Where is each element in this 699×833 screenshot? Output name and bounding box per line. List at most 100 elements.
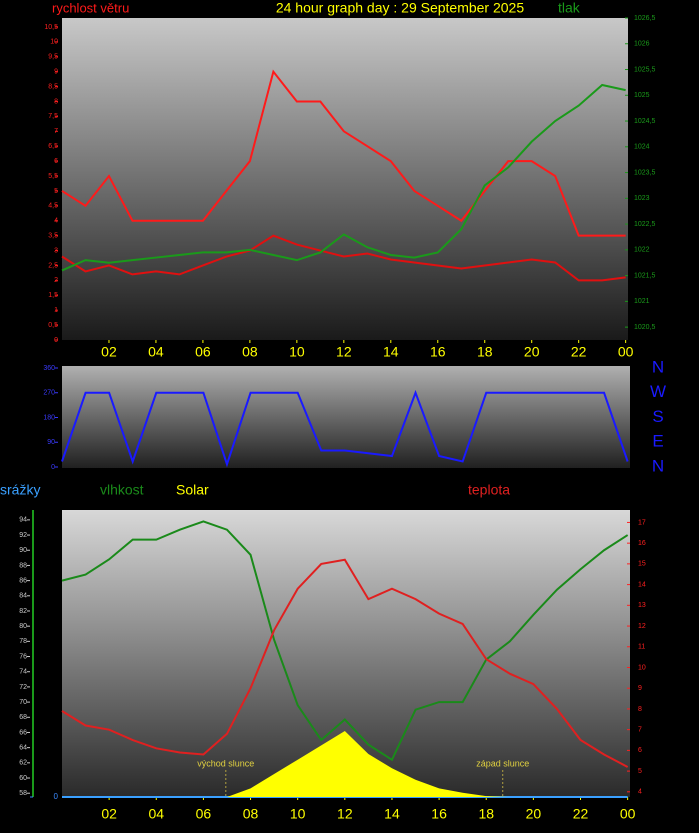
y-tick-label: 8,5 — [48, 83, 58, 90]
y-tick-label: 94 — [19, 517, 27, 524]
y2-tick-label: 4 — [638, 789, 642, 796]
y2-tick-label: 16 — [638, 540, 646, 547]
series-line — [61, 520, 629, 762]
y-tick-label: 90 — [19, 547, 27, 554]
y-tick-label: 270 — [43, 390, 55, 397]
legend-label: srážky — [0, 482, 40, 498]
x-tick-label: 00 — [620, 806, 636, 822]
y2-tick-label: 1022 — [634, 247, 650, 254]
x-tick-label: 06 — [195, 344, 211, 360]
y-tick-label: 70 — [19, 699, 27, 706]
y-tick-label: 1,5 — [48, 292, 58, 299]
x-tick-label: 18 — [477, 344, 493, 360]
series-line — [61, 83, 626, 272]
y-tick-label: 68 — [19, 714, 27, 721]
y-tick-label: 3,5 — [48, 232, 58, 239]
y2-tick-label: W — [650, 382, 666, 401]
y-tick-label: 7,5 — [48, 113, 58, 120]
x-tick-label: 22 — [571, 344, 587, 360]
series-line — [61, 389, 629, 468]
y-tick-label: 10,5 — [44, 24, 58, 31]
series-line — [61, 69, 626, 237]
x-tick-label: 10 — [290, 806, 306, 822]
legend-label: teplota — [468, 482, 510, 498]
legend-label: Solar — [176, 482, 209, 498]
y2-tick-label: 6 — [638, 747, 642, 754]
y-tick-label: 180 — [43, 414, 55, 421]
y-tick-label: 0 — [51, 464, 55, 471]
y2-tick-label: N — [652, 456, 664, 475]
annotation: východ slunce — [197, 758, 254, 768]
y-tick-label: 88 — [19, 562, 27, 569]
y-tick-label: 90 — [47, 439, 55, 446]
y2-tick-label: N — [652, 357, 664, 376]
y2-tick-label: 1025,5 — [634, 66, 656, 73]
x-tick-label: 10 — [289, 344, 305, 360]
y-tick-label: 9,5 — [48, 54, 58, 61]
x-tick-label: 08 — [242, 344, 258, 360]
y2-tick-label: 1020,5 — [634, 324, 656, 331]
y2-tick-label: 1023,5 — [634, 169, 656, 176]
y-tick-label: 64 — [19, 744, 27, 751]
y-tick-label: 58 — [19, 790, 27, 797]
x-tick-label: 08 — [243, 806, 259, 822]
x-tick-label: 22 — [573, 806, 589, 822]
y2-tick-label: 1021,5 — [634, 272, 656, 279]
y-tick-label: 2,5 — [48, 262, 58, 269]
x-tick-label: 20 — [524, 344, 540, 360]
x-tick-label: 16 — [431, 806, 447, 822]
y2-tick-label: 9 — [638, 685, 642, 692]
annotation: západ slunce — [476, 758, 529, 768]
y2-tick-label: 1022,5 — [634, 221, 656, 228]
y-tick-label: 5,5 — [48, 173, 58, 180]
y-tick-label: 66 — [19, 729, 27, 736]
y2-tick-label: 1023 — [634, 195, 650, 202]
x-tick-label: 12 — [336, 344, 352, 360]
y-tick-label: 360 — [43, 365, 55, 372]
x-tick-label: 16 — [430, 344, 446, 360]
y2-tick-label: E — [652, 432, 663, 451]
y-tick-label: 62 — [19, 760, 27, 767]
x-tick-label: 04 — [148, 806, 164, 822]
x-tick-label: 06 — [196, 806, 212, 822]
y2-tick-label: 15 — [638, 561, 646, 568]
chart-title: 24 hour graph day : 29 September 2025 — [276, 0, 525, 16]
y2-tick-label: S — [652, 407, 663, 426]
y2-tick-label: 11 — [638, 644, 645, 651]
x-tick-label: 14 — [384, 806, 400, 822]
solar-area — [62, 730, 628, 797]
y-tick-label: 80 — [19, 623, 27, 630]
x-tick-label: 14 — [383, 344, 399, 360]
y2-tick-label: 14 — [638, 581, 646, 588]
y2-tick-label: 7 — [638, 726, 642, 733]
legend-label: tlak — [558, 0, 581, 16]
plot-bg — [62, 18, 628, 340]
y2-tick-label: 12 — [638, 623, 646, 630]
y2-tick-label: 1026,5 — [634, 15, 656, 22]
y2-tick-label: 8 — [638, 706, 642, 713]
y-tick-label: 78 — [19, 638, 27, 645]
y-tick-label: 82 — [19, 608, 27, 615]
y-tick-label: 4,5 — [48, 203, 58, 210]
x-tick-label: 12 — [337, 806, 353, 822]
y-tick-label: 10 — [50, 39, 58, 46]
y3-tick-label: 0 — [54, 792, 59, 801]
y-tick-label: 74 — [19, 669, 27, 676]
x-tick-label: 00 — [618, 344, 634, 360]
y2-tick-label: 1026 — [634, 41, 650, 48]
y-tick-label: 84 — [19, 593, 27, 600]
series-line — [61, 234, 626, 282]
y-tick-label: 60 — [19, 775, 27, 782]
legend-label: vlhkost — [100, 482, 144, 498]
y-tick-label: 0,5 — [48, 322, 58, 329]
legend-label: rychlost větru — [52, 0, 129, 15]
x-tick-label: 02 — [101, 806, 117, 822]
y-tick-label: 6,5 — [48, 143, 58, 150]
y2-tick-label: 1021 — [634, 298, 650, 305]
y2-tick-label: 13 — [638, 602, 646, 609]
y-tick-label: 92 — [19, 532, 27, 539]
y2-tick-label: 17 — [638, 519, 646, 526]
y-tick-label: 76 — [19, 653, 27, 660]
y-tick-label: 86 — [19, 577, 27, 584]
